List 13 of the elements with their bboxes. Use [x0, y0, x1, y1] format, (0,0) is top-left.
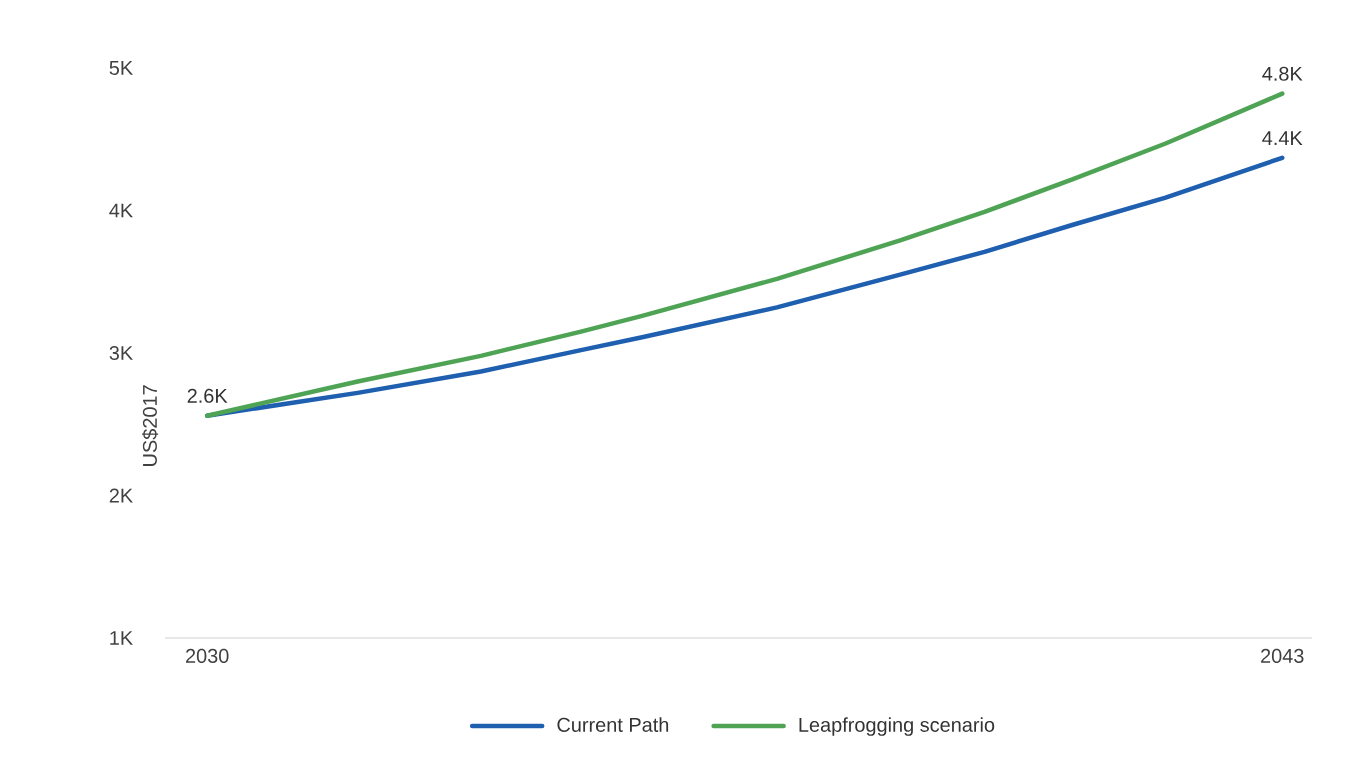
legend-label: Current Path [557, 717, 669, 732]
data-label: 2.6K [187, 388, 228, 403]
data-label: 4.4K [1262, 131, 1303, 145]
y-axis-title: US$2017 [142, 385, 159, 466]
data-label: 4.8K [1262, 66, 1303, 81]
y-tick-label: 1K [110, 631, 133, 645]
legend-label: Leapfrogging scenario [799, 717, 995, 736]
x-tick-label: 2030 [186, 648, 229, 663]
y-tick-label: 4K [109, 203, 133, 218]
x-tick-label: 2043 [1261, 648, 1304, 663]
y-tick-label: 5K [109, 61, 133, 75]
y-tick-label: 3K [109, 345, 133, 361]
y-tick-label: 2K [109, 488, 133, 503]
